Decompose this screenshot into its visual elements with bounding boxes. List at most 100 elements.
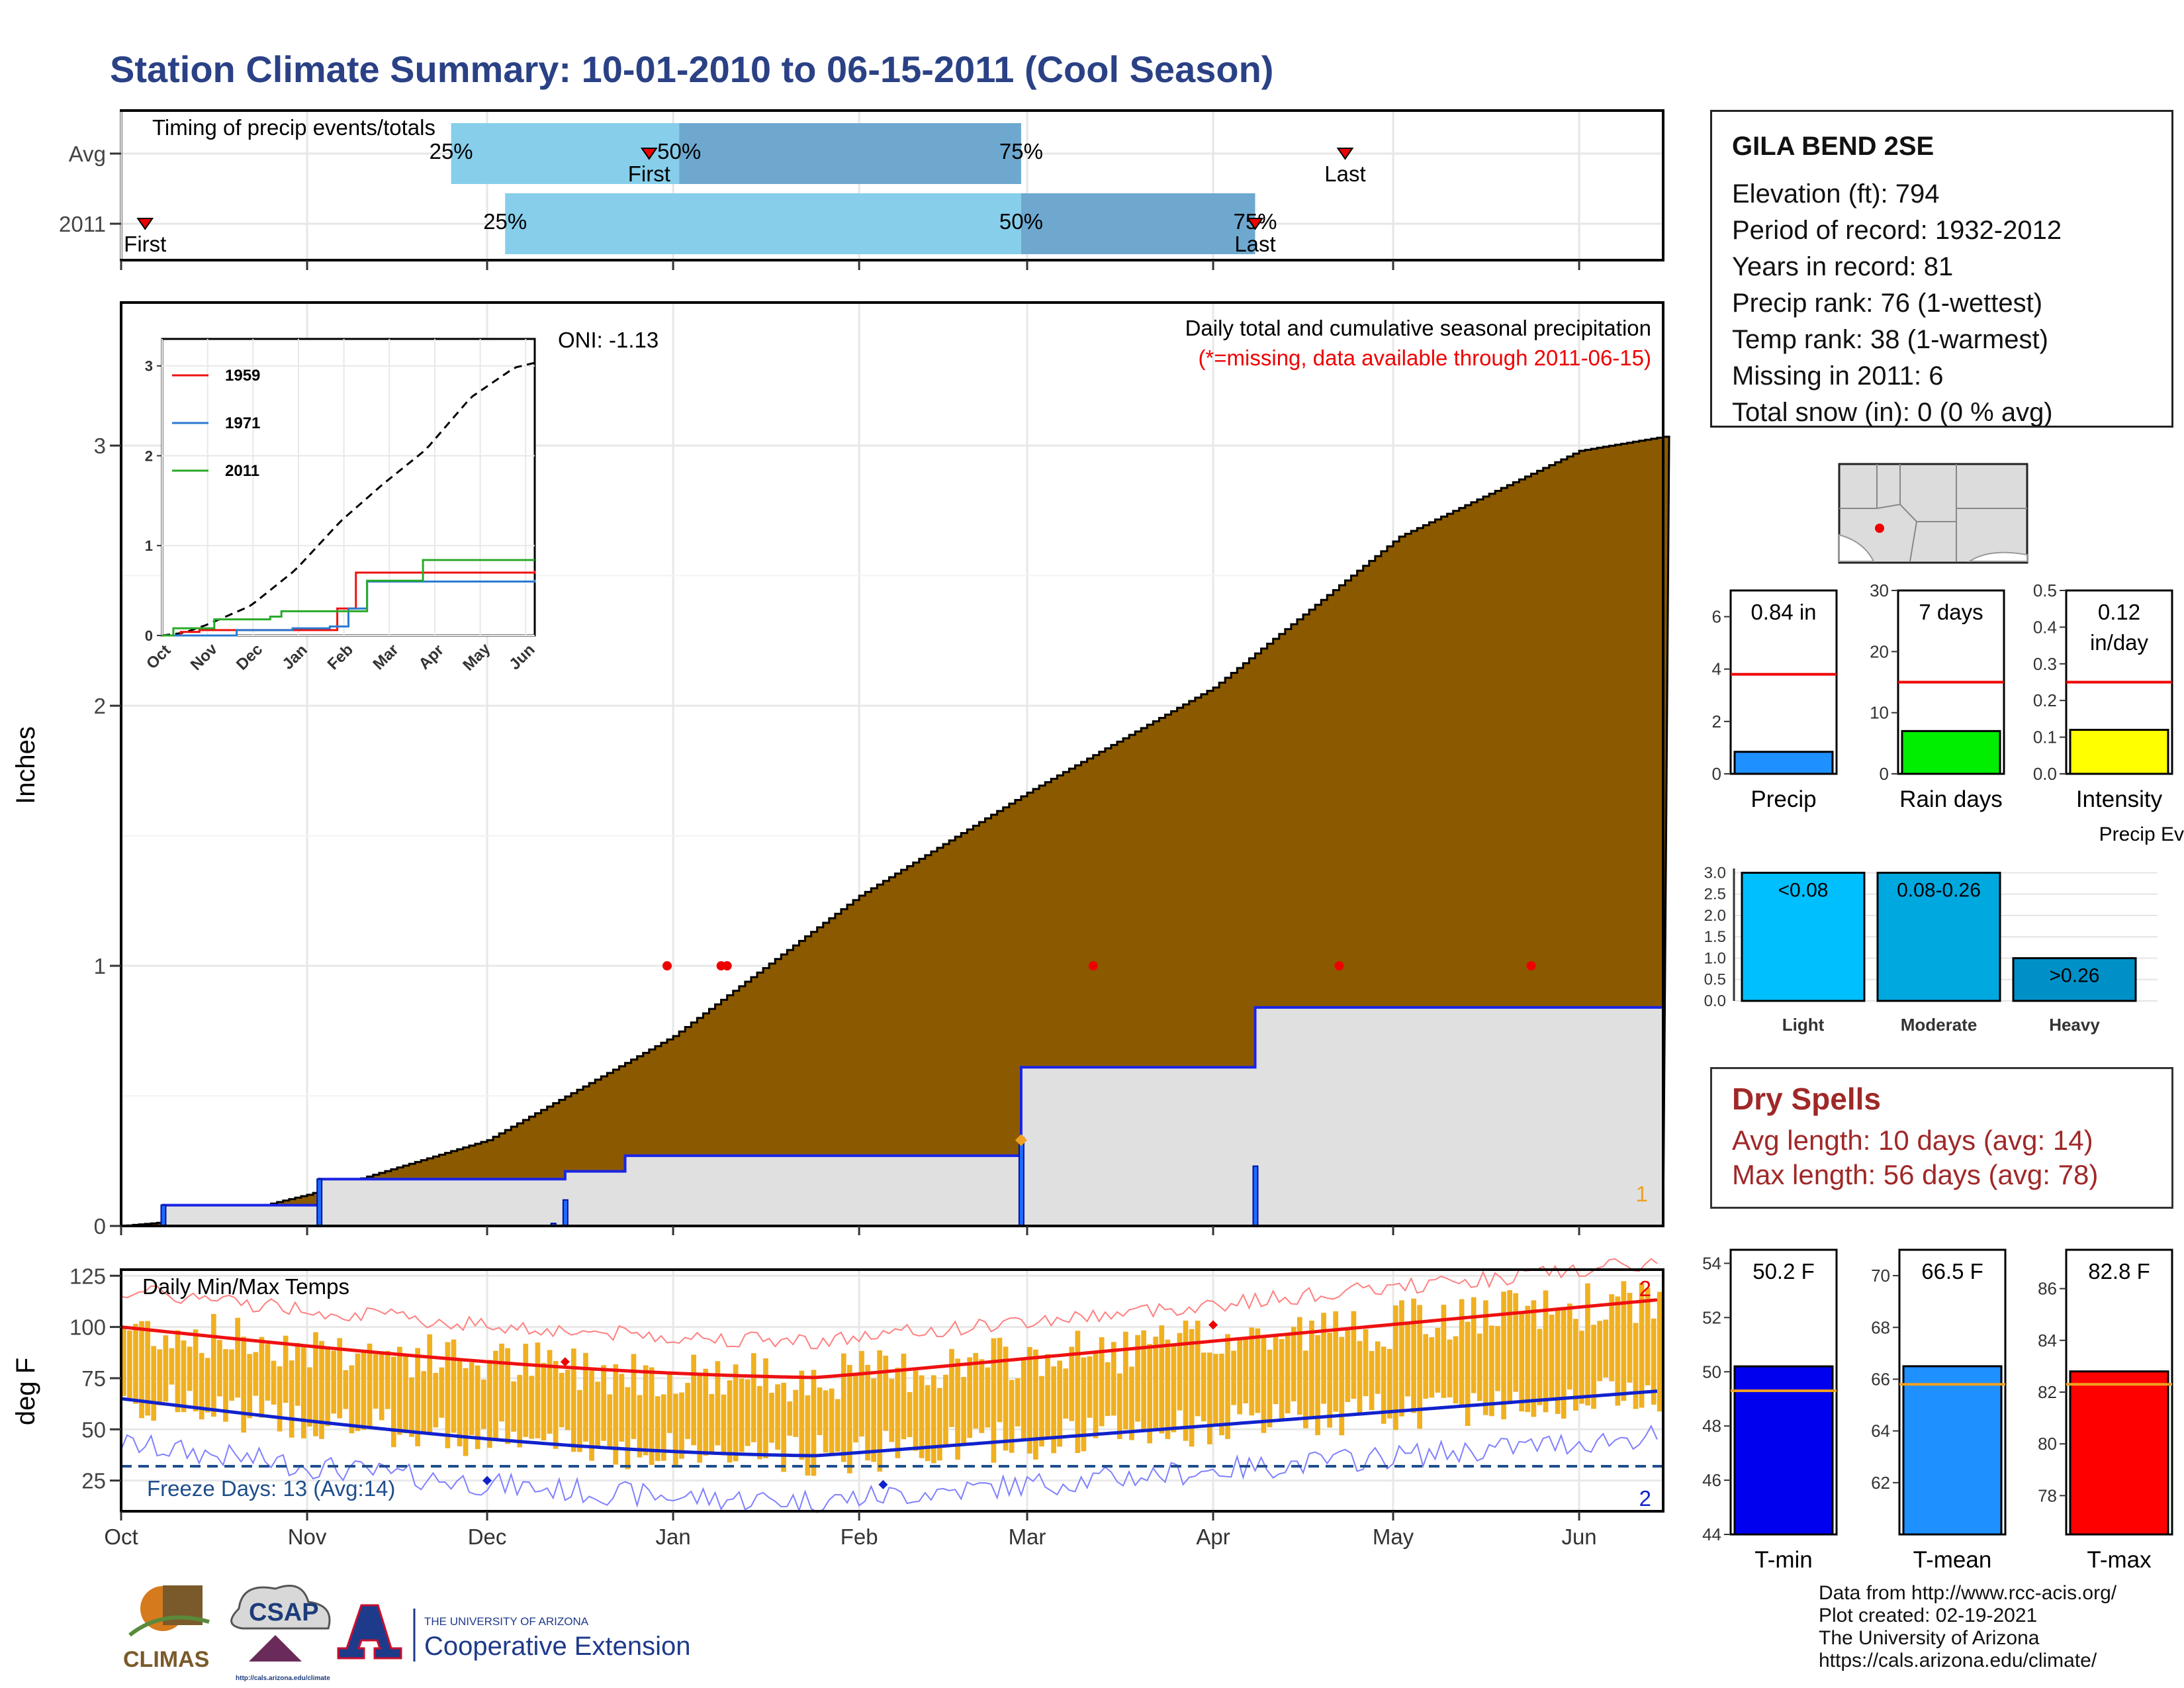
temp-day-bar	[403, 1354, 408, 1434]
temp-day-bar	[1201, 1352, 1206, 1422]
temp-day-bar	[1123, 1331, 1128, 1430]
precip-summary-name-0: Precip	[1751, 786, 1816, 812]
climas-text: CLIMAS	[123, 1647, 209, 1672]
cumulative-2011-fill	[121, 1007, 1663, 1226]
temp-day-bar	[607, 1394, 613, 1448]
temp-day-bar	[229, 1349, 234, 1401]
temp-day-bar	[553, 1361, 559, 1449]
temp-day-bar	[1477, 1333, 1482, 1401]
temp-summary-name-2: T-max	[2087, 1547, 2152, 1573]
temp-day-bar	[210, 1313, 216, 1417]
temp-day-bar	[1273, 1335, 1279, 1405]
temp-day-bar	[1159, 1325, 1165, 1434]
temp-day-bar	[973, 1352, 979, 1429]
temp-day-bar	[955, 1358, 960, 1460]
temp-day-bar	[811, 1370, 817, 1476]
freeze-label: Freeze Days: 13 (Avg:14)	[147, 1476, 395, 1501]
csap-logo: CSAP http://cals.arizona.edu/climate	[230, 1585, 331, 1682]
temp-day-bar	[967, 1357, 973, 1438]
temp-day-bar	[1471, 1297, 1477, 1393]
temp-day-bar	[1603, 1319, 1609, 1378]
temp-day-bar	[187, 1346, 193, 1391]
temp-day-bar	[769, 1393, 774, 1443]
temp-day-bar	[799, 1370, 805, 1460]
temp-day-bar	[631, 1354, 637, 1439]
temp-day-bar	[505, 1348, 510, 1444]
station-period: Period of record: 1932-2012	[1732, 216, 2062, 245]
inset-normal-line	[161, 361, 535, 637]
temp-day-bar	[853, 1374, 858, 1443]
temp-day-bar	[1165, 1339, 1171, 1439]
temp-day-bar	[787, 1401, 793, 1436]
temp-day-bar	[619, 1374, 625, 1442]
temp-day-bar	[1423, 1334, 1429, 1399]
events-ytick-label-1: 0.5	[1704, 971, 1726, 989]
temp-day-bar	[493, 1350, 498, 1440]
temp-day-bar	[445, 1342, 451, 1448]
timing-p50-0: 50%	[657, 139, 701, 164]
temp-day-bar	[715, 1361, 721, 1446]
precip-ylabel: Inches	[11, 726, 40, 804]
x-axis-label-Jan: Jan	[655, 1524, 690, 1549]
inset-ytick-label-2: 2	[145, 447, 153, 464]
temp-day-bar	[1231, 1350, 1236, 1405]
temp-ytick-label-2: 75	[81, 1366, 106, 1391]
temp-day-bar	[1135, 1335, 1140, 1422]
temp-day-bar	[751, 1353, 756, 1442]
temp-day-bar	[805, 1395, 811, 1476]
temp-day-bar	[1393, 1305, 1398, 1430]
temp-day-bar	[1639, 1282, 1645, 1408]
temp-day-bar	[139, 1321, 144, 1419]
temp-day-bar	[991, 1338, 997, 1463]
temp-day-bar	[1303, 1350, 1308, 1429]
temp-day-bar	[205, 1358, 210, 1413]
temp-day-bar	[1633, 1323, 1639, 1409]
precip-corner-label: 1	[1636, 1182, 1648, 1206]
temp-day-bar	[367, 1343, 373, 1428]
temp-day-bar	[1657, 1291, 1662, 1412]
temp-day-bar	[397, 1346, 402, 1435]
temp-day-bar	[1561, 1309, 1567, 1419]
temp-day-bar	[1057, 1360, 1063, 1447]
inset-xtick-label-6: Apr	[415, 641, 447, 673]
precip-chart: 0 1 2 3 Daily total and cumulative seasonal…	[11, 301, 1670, 1239]
temp-day-bar	[349, 1365, 355, 1434]
temp-day-bar	[1237, 1340, 1243, 1415]
map-frame	[1838, 463, 2028, 564]
credit-university: The University of Arizona	[1819, 1627, 2040, 1649]
timing-first-marker-1	[136, 218, 154, 230]
precip-summary-value-bar-2	[2069, 729, 2169, 775]
temp-day-bar	[577, 1389, 582, 1452]
temp-summary-ytick-label-0-1: 46	[1702, 1470, 1721, 1490]
temp-day-bar	[1021, 1360, 1026, 1439]
x-axis-label-May: May	[1373, 1524, 1414, 1549]
temp-summary-ytick-label-0-0: 44	[1702, 1524, 1721, 1544]
temp-day-bar	[1585, 1283, 1590, 1406]
temp-day-bar	[499, 1343, 504, 1422]
timing-p25-1: 25%	[483, 209, 527, 234]
temp-day-bar	[1243, 1339, 1249, 1404]
temp-day-bar	[913, 1370, 919, 1451]
temp-day-bar	[1105, 1362, 1111, 1417]
temp-day-bar	[463, 1368, 469, 1456]
temp-day-bar	[1525, 1305, 1531, 1413]
temp-day-bar	[1399, 1300, 1404, 1417]
temp-day-bar	[1219, 1353, 1224, 1436]
temp-day-bar	[169, 1348, 175, 1385]
timing-panel: Timing of precip events/totals Avg 25% 50%…	[59, 109, 1664, 270]
temp-day-bar	[703, 1368, 709, 1456]
temp-day-bar	[733, 1364, 739, 1462]
temp-day-bar	[1321, 1313, 1326, 1404]
temp-day-bar	[127, 1330, 132, 1399]
temp-day-bar	[1327, 1333, 1333, 1428]
events-ytick-label-5: 2.5	[1704, 886, 1726, 904]
temp-day-bar	[829, 1388, 835, 1456]
temp-day-bar	[559, 1372, 565, 1428]
temp-day-bar	[487, 1360, 492, 1448]
events-ytick-label-2: 1.0	[1704, 949, 1726, 967]
precip-summary-value-label2-2: in/day	[2090, 630, 2149, 655]
missing-marker-3	[1088, 961, 1098, 971]
inset-ytick-label-1: 1	[145, 538, 153, 554]
temp-day-bar	[469, 1362, 475, 1435]
temp-day-bar	[1549, 1315, 1555, 1398]
